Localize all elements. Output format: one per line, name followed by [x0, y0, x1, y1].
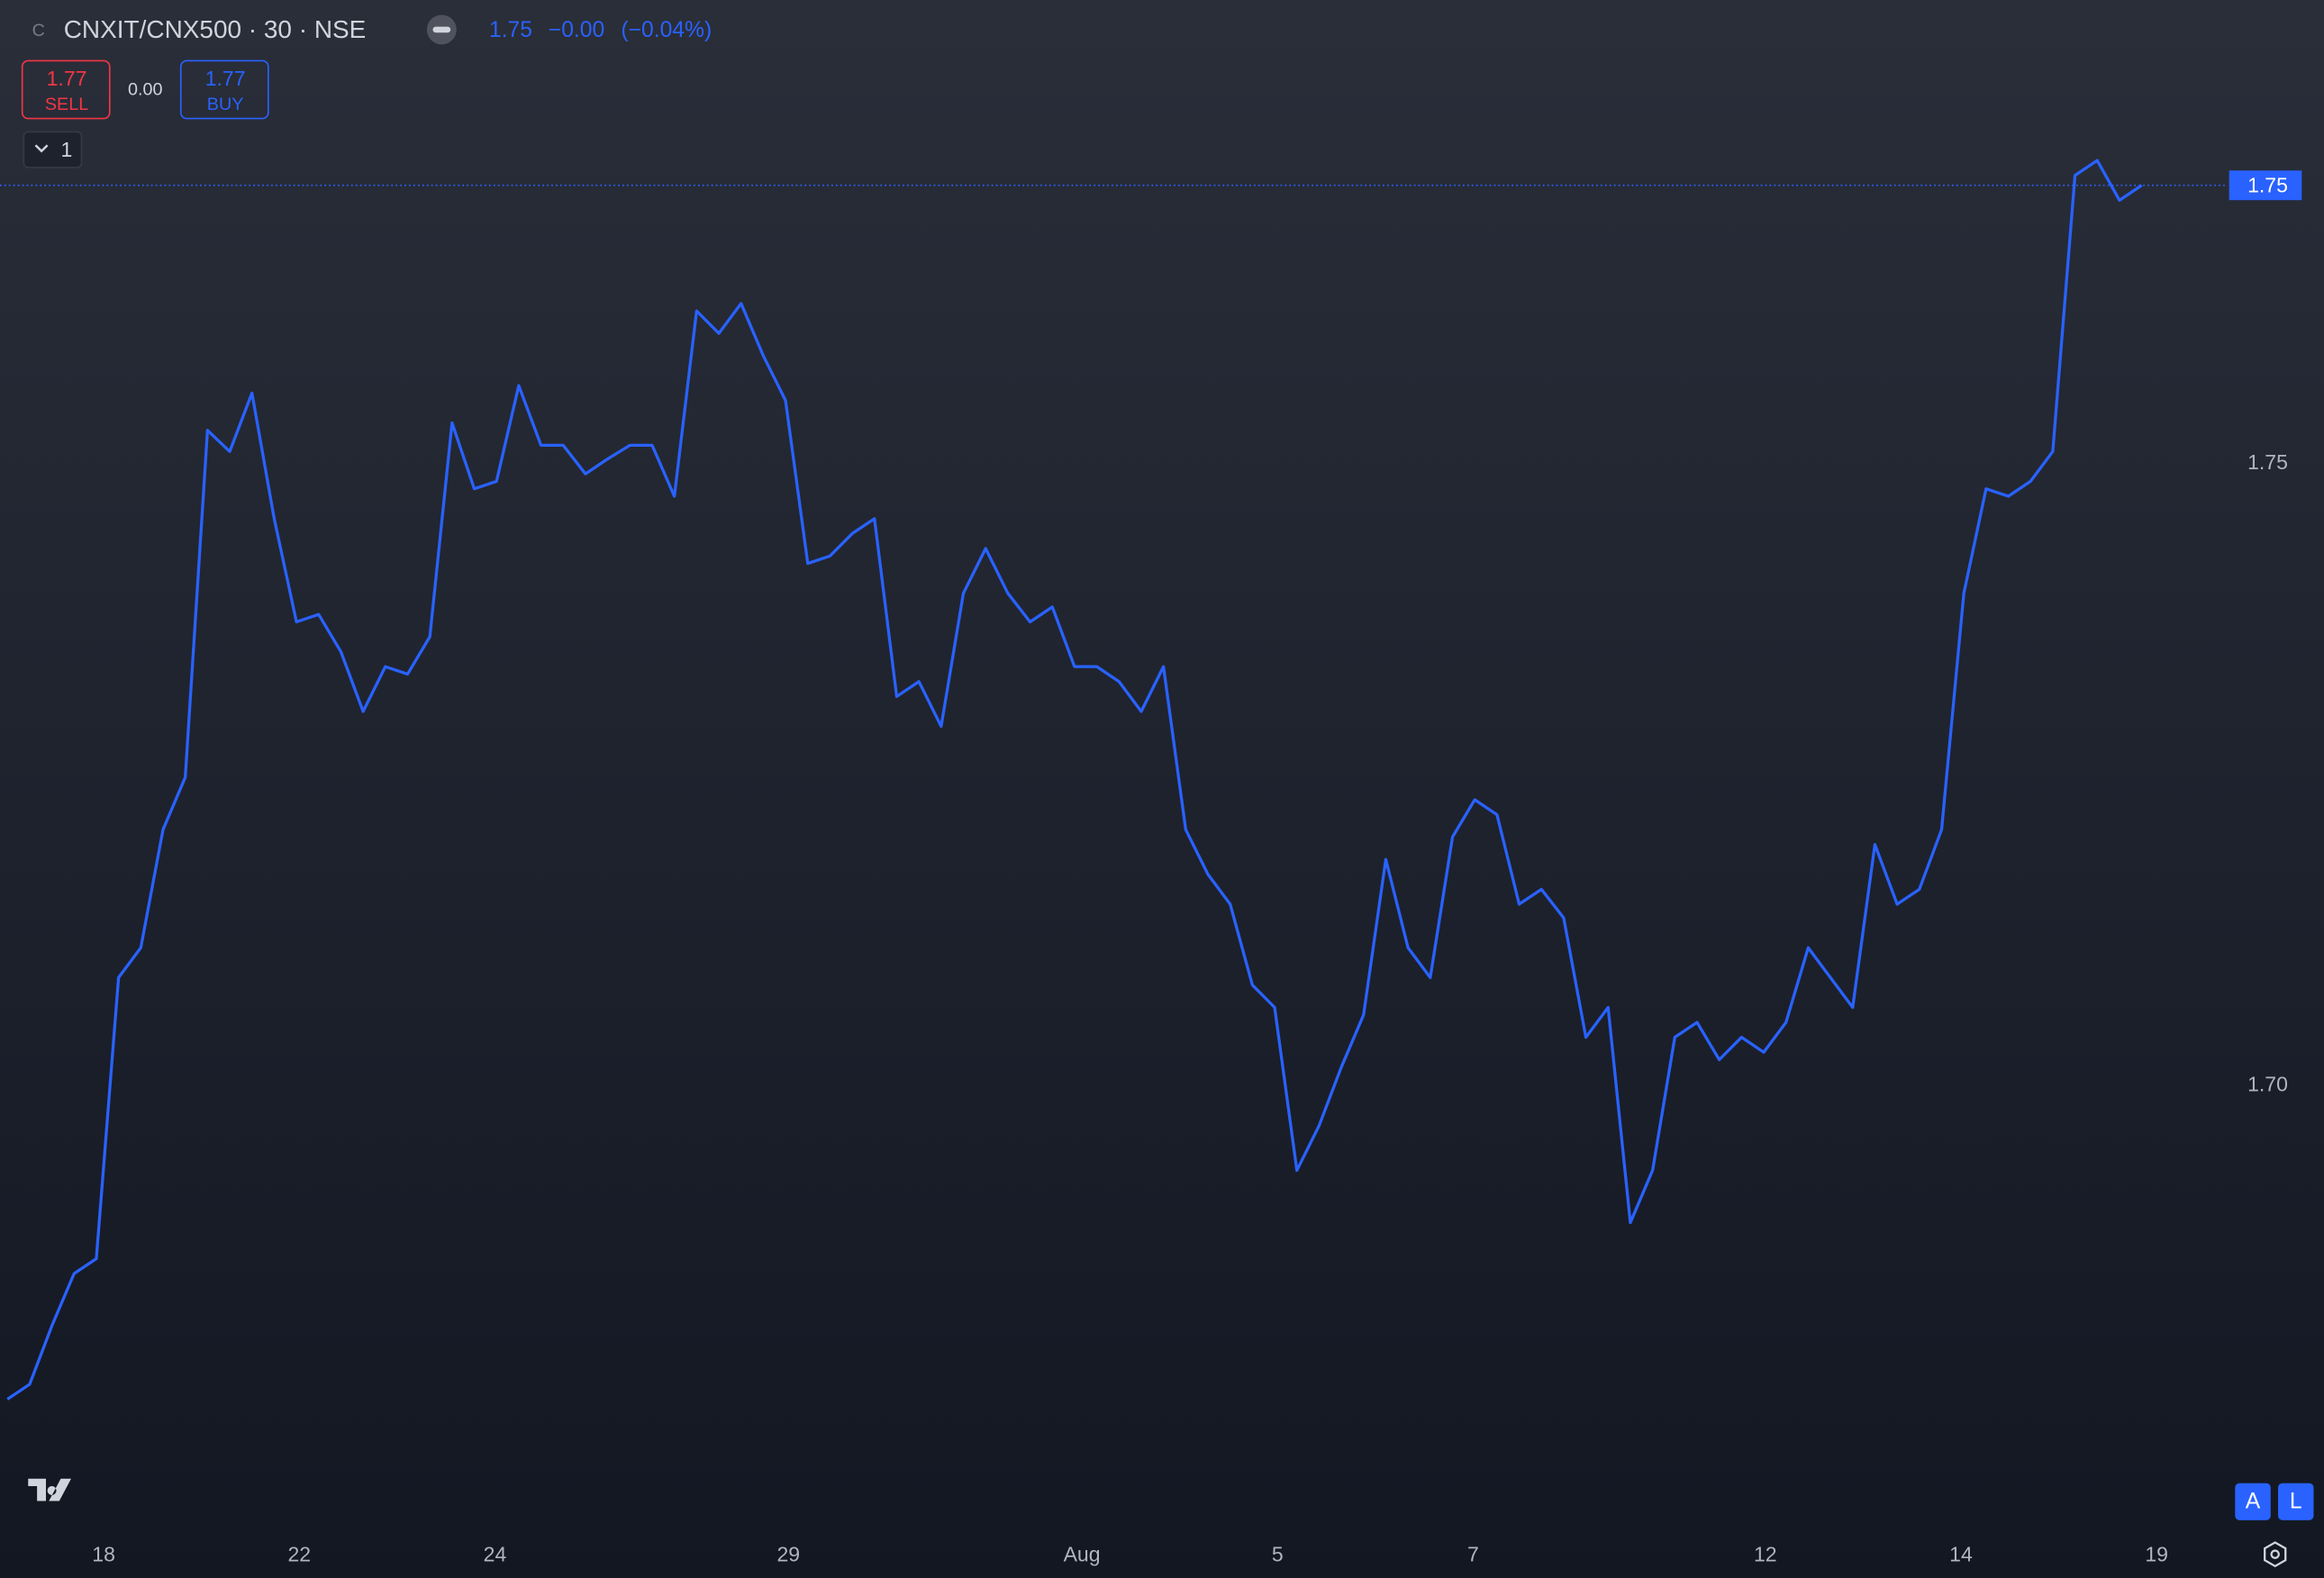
buy-price: 1.77 [205, 67, 246, 90]
x-tick-label: 14 [1949, 1542, 1973, 1565]
x-tick-label: 18 [92, 1542, 115, 1565]
header-change: −0.00 [549, 18, 604, 42]
x-tick-label: 12 [1754, 1542, 1777, 1565]
x-tick-label: Aug [1064, 1542, 1101, 1565]
y-tick-label: 1.75 [2247, 450, 2288, 474]
indicator-count: 1 [60, 138, 72, 161]
x-tick-label: 22 [287, 1542, 311, 1565]
sell-button[interactable] [21, 59, 111, 120]
x-tick-label: 7 [1467, 1542, 1479, 1565]
x-tick-label: 19 [2145, 1542, 2168, 1565]
auto-scale-button[interactable] [2235, 1483, 2271, 1520]
settings-hex [2264, 1541, 2287, 1568]
spread: 0.00 [128, 80, 162, 100]
sell-price: 1.77 [47, 67, 87, 90]
settings-icon[interactable] [2264, 1541, 2287, 1568]
log-scale-label: L [2290, 1490, 2302, 1514]
indicator-toggle[interactable] [23, 131, 83, 168]
x-tick-label: 29 [776, 1542, 800, 1565]
logo[interactable] [28, 1478, 71, 1501]
x-tick-label: 5 [1272, 1542, 1284, 1565]
symbol[interactable]: CNXIT/CNX500 · 30 · NSE [64, 15, 367, 43]
source-icon: C [32, 21, 45, 41]
buy-button[interactable] [179, 59, 269, 120]
header-change-pct: (−0.04%) [621, 18, 712, 42]
auto-scale-label: A [2246, 1490, 2261, 1514]
settings-dot [2270, 1549, 2280, 1559]
market-status-bar [432, 26, 451, 33]
x-tick-label: 24 [484, 1542, 507, 1565]
y-tick-label: 1.70 [2247, 1073, 2288, 1096]
sell-label: SELL [45, 95, 88, 114]
header-price: 1.75 [489, 18, 532, 42]
price-line [6, 159, 2143, 1401]
last-price-label: 1.75 [2247, 173, 2288, 196]
last-price-box [2229, 170, 2302, 201]
buy-label: BUY [207, 95, 244, 114]
chevron [34, 144, 49, 153]
log-scale-button[interactable] [2277, 1483, 2314, 1520]
